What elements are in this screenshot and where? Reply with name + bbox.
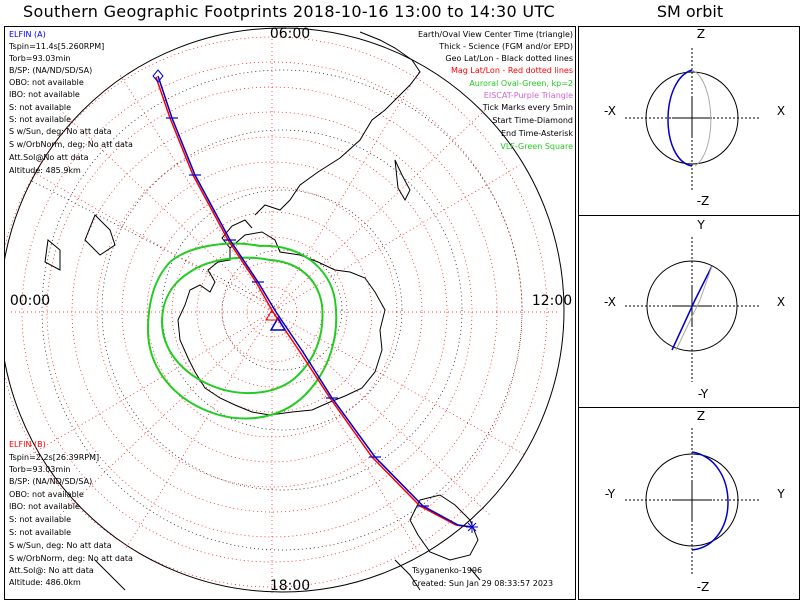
- south-america-coastline: [254, 31, 421, 216]
- legend-item: EISCAT-Purple Triangle: [484, 91, 573, 100]
- islands-west: [44, 214, 116, 271]
- elfin-a-line: S w/OrbNorm, deg: No att data: [9, 140, 133, 149]
- auroral-oval-inner: [160, 256, 324, 395]
- elfin-a-line: OBO: not available: [9, 78, 84, 87]
- axis-label: Z: [697, 27, 705, 41]
- elfin-a-line: S: not available: [9, 115, 71, 124]
- elfin-a-name: ELFIN (A): [9, 30, 46, 39]
- orbit-panel-xz: Z -Z -X X: [604, 27, 785, 208]
- axis-label: Y: [696, 218, 705, 232]
- legend-item: Earth/Oval View Center Time (triangle): [418, 30, 573, 39]
- created-label: Created: Sun Jan 29 08:33:57 2023: [412, 579, 553, 588]
- axis-label: -Y: [698, 387, 709, 401]
- orbit-panel-xy: Y -Y -X X: [604, 218, 785, 401]
- axis-label: -Z: [697, 194, 710, 208]
- elfin-b-line: IBO: not available: [9, 502, 80, 511]
- elfin-b-track: [155, 76, 471, 528]
- elfin-b-line: Altitude: 486.0km: [9, 578, 81, 587]
- hour-label-bottom: 18:00: [270, 578, 310, 594]
- antarctica-coastline: [177, 231, 386, 416]
- coast-bottom-left: [94, 559, 126, 591]
- axis-label: Z: [697, 409, 705, 423]
- hour-label-right: 12:00: [532, 293, 572, 309]
- earth-limb: [5, 27, 565, 593]
- legend: Earth/Oval View Center Time (triangle) T…: [418, 30, 573, 151]
- mag-grid: [5, 30, 560, 595]
- auroral-oval-outer: [146, 242, 338, 420]
- axis-label: X: [777, 295, 785, 309]
- elfin-b-info: Tspin=2.2s[26.39RPM] Torb=93.03min B/SP:…: [8, 453, 133, 587]
- elfin-b-line: S w/Sun, deg: No att data: [9, 541, 112, 550]
- elfin-b-line: S: not available: [9, 528, 71, 537]
- hour-label-left: 00:00: [10, 293, 50, 309]
- legend-item: Geo Lat/Lon - Black dotted lines: [445, 54, 573, 63]
- elfin-b-name: ELFIN (B): [9, 440, 46, 449]
- legend-item: VLF-Green Square: [500, 142, 573, 151]
- legend-item: Thick - Science (FGM and/or EPD): [438, 42, 573, 51]
- legend-item: Start Time-Diamond: [492, 116, 573, 125]
- elfin-a-line: Torb=93.03min: [8, 54, 70, 63]
- elfin-a-line: Att.Sol@No att data: [9, 153, 89, 162]
- axis-label: Y: [776, 487, 785, 501]
- elfin-a-track: [157, 75, 473, 528]
- start-diamond-a: [152, 69, 164, 83]
- antarctic-peninsula: [221, 219, 253, 249]
- axis-label: -Z: [697, 580, 710, 594]
- australia-coastline: [394, 494, 481, 591]
- elfin-b-line: S w/OrbNorm, deg: No att data: [9, 554, 133, 563]
- axis-label: -X: [604, 295, 616, 309]
- elfin-a-line: S: not available: [9, 103, 71, 112]
- elfin-a-line: S w/Sun, deg: No att data: [9, 127, 112, 136]
- legend-item: End Time-Asterisk: [501, 129, 573, 138]
- legend-item: Auroral Oval-Green, kp=2: [469, 79, 573, 88]
- tick-marks: [166, 117, 429, 507]
- hour-label-top: 06:00: [270, 26, 310, 42]
- elfin-a-line: Tspin=11.4s[5.260RPM]: [8, 42, 104, 51]
- elfin-a-info: Tspin=11.4s[5.260RPM] Torb=93.03min B/SP…: [8, 42, 133, 175]
- end-asterisk-a: [466, 521, 478, 533]
- view-center-triangle-b: [265, 309, 279, 321]
- axis-label: -Y: [605, 487, 616, 501]
- model-label: Tsyganenko-1996: [411, 566, 482, 575]
- elfin-b-line: OBO: not available: [9, 490, 84, 499]
- elfin-b-line: B/SP: (NA/ND/SD/SA): [9, 477, 92, 486]
- page-title: Southern Geographic Footprints 2018-10-1…: [23, 2, 555, 21]
- orbit-panel-yz: Z -Z -Y Y: [605, 409, 785, 594]
- axis-label: X: [777, 104, 785, 118]
- elfin-b-line: Att.Sol@: No att data: [9, 566, 94, 575]
- elfin-b-line: Torb=93.03min: [8, 465, 70, 474]
- axis-label: -X: [604, 104, 616, 118]
- elfin-a-line: Altitude: 485.9km: [9, 166, 81, 175]
- legend-item: Tick Marks every 5min: [482, 103, 573, 112]
- elfin-a-line: B/SP: (NA/ND/SD/SA): [9, 66, 92, 75]
- legend-item: Mag Lat/Lon - Red dotted lines: [451, 66, 573, 75]
- view-center-triangle-a: [269, 316, 287, 331]
- elfin-b-line: S: not available: [9, 515, 71, 524]
- elfin-b-line: Tspin=2.2s[26.39RPM]: [8, 453, 99, 462]
- map-frame: [4, 26, 576, 600]
- elfin-a-line: IBO: not available: [9, 90, 80, 99]
- orbit-title: SM orbit: [656, 2, 724, 21]
